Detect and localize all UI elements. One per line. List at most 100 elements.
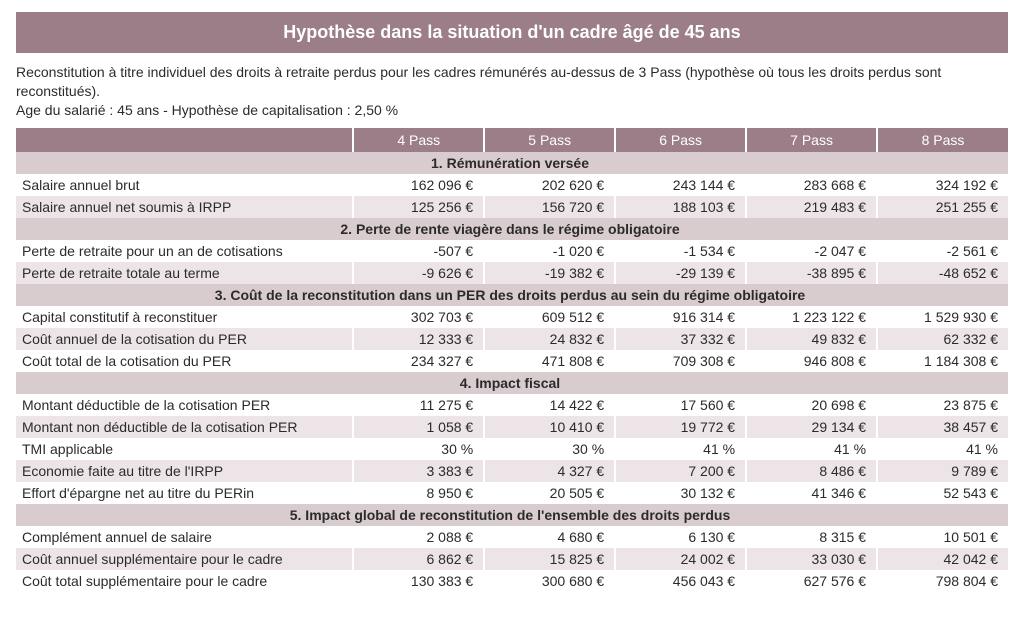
cell-value: 17 560 € (615, 394, 746, 416)
cell-value: 42 042 € (877, 548, 1008, 570)
cell-value: 202 620 € (484, 174, 615, 196)
cell-value: 62 332 € (877, 328, 1008, 350)
table-row: Capital constitutif à reconstituer302 70… (16, 306, 1008, 328)
cell-value: 219 483 € (746, 196, 877, 218)
cell-value: 7 200 € (615, 460, 746, 482)
section-header-row: 2. Perte de rente viagère dans le régime… (16, 218, 1008, 240)
cell-value: 300 680 € (484, 570, 615, 592)
cell-value: 1 223 122 € (746, 306, 877, 328)
cell-value: 627 576 € (746, 570, 877, 592)
section-heading: 4. Impact fiscal (16, 372, 1008, 394)
section-header-row: 5. Impact global de reconstitution de l'… (16, 504, 1008, 526)
cell-value: 11 275 € (353, 394, 484, 416)
cell-value: 156 720 € (484, 196, 615, 218)
cell-value: 12 333 € (353, 328, 484, 350)
row-label: Complément annuel de salaire (16, 526, 353, 548)
table-row: TMI applicable30 %30 %41 %41 %41 % (16, 438, 1008, 460)
row-label: Salaire annuel net soumis à IRPP (16, 196, 353, 218)
retirement-table: 4 Pass 5 Pass 6 Pass 7 Pass 8 Pass 1. Ré… (16, 128, 1008, 592)
column-header: 6 Pass (615, 128, 746, 152)
cell-value: 33 030 € (746, 548, 877, 570)
section-header-row: 3. Coût de la reconstitution dans un PER… (16, 284, 1008, 306)
cell-value: -2 047 € (746, 240, 877, 262)
section-heading: 1. Rémunération versée (16, 152, 1008, 174)
cell-value: 8 486 € (746, 460, 877, 482)
cell-value: 8 950 € (353, 482, 484, 504)
cell-value: 23 875 € (877, 394, 1008, 416)
cell-value: 234 327 € (353, 350, 484, 372)
cell-value: 30 % (484, 438, 615, 460)
cell-value: 41 % (877, 438, 1008, 460)
cell-value: -29 139 € (615, 262, 746, 284)
cell-value: 4 327 € (484, 460, 615, 482)
cell-value: -1 020 € (484, 240, 615, 262)
section-heading: 2. Perte de rente viagère dans le régime… (16, 218, 1008, 240)
cell-value: 2 088 € (353, 526, 484, 548)
cell-value: 6 130 € (615, 526, 746, 548)
cell-value: 30 % (353, 438, 484, 460)
table-row: Perte de retraite totale au terme-9 626 … (16, 262, 1008, 284)
cell-value: 3 383 € (353, 460, 484, 482)
cell-value: -507 € (353, 240, 484, 262)
column-header: 4 Pass (353, 128, 484, 152)
cell-value: 37 332 € (615, 328, 746, 350)
cell-value: 251 255 € (877, 196, 1008, 218)
cell-value: 162 096 € (353, 174, 484, 196)
cell-value: 24 832 € (484, 328, 615, 350)
cell-value: -19 382 € (484, 262, 615, 284)
table-row: Perte de retraite pour un an de cotisati… (16, 240, 1008, 262)
cell-value: 1 184 308 € (877, 350, 1008, 372)
cell-value: 10 501 € (877, 526, 1008, 548)
cell-value: 130 383 € (353, 570, 484, 592)
section-header-row: 1. Rémunération versée (16, 152, 1008, 174)
cell-value: 24 002 € (615, 548, 746, 570)
cell-value: 302 703 € (353, 306, 484, 328)
column-header: 8 Pass (877, 128, 1008, 152)
row-label: Perte de retraite pour un an de cotisati… (16, 240, 353, 262)
column-header-row: 4 Pass 5 Pass 6 Pass 7 Pass 8 Pass (16, 128, 1008, 152)
cell-value: -38 895 € (746, 262, 877, 284)
cell-value: 8 315 € (746, 526, 877, 548)
cell-value: -2 561 € (877, 240, 1008, 262)
table-row: Complément annuel de salaire2 088 €4 680… (16, 526, 1008, 548)
cell-value: 4 680 € (484, 526, 615, 548)
cell-value: 30 132 € (615, 482, 746, 504)
table-row: Coût total de la cotisation du PER234 32… (16, 350, 1008, 372)
section-header-row: 4. Impact fiscal (16, 372, 1008, 394)
cell-value: 916 314 € (615, 306, 746, 328)
table-row: Coût annuel supplémentaire pour le cadre… (16, 548, 1008, 570)
cell-value: 709 308 € (615, 350, 746, 372)
row-label: Montant non déductible de la cotisation … (16, 416, 353, 438)
cell-value: 798 804 € (877, 570, 1008, 592)
row-label: Coût annuel de la cotisation du PER (16, 328, 353, 350)
cell-value: 52 543 € (877, 482, 1008, 504)
table-row: Coût annuel de la cotisation du PER12 33… (16, 328, 1008, 350)
table-row: Montant non déductible de la cotisation … (16, 416, 1008, 438)
row-label: Coût total de la cotisation du PER (16, 350, 353, 372)
row-label: TMI applicable (16, 438, 353, 460)
cell-value: 324 192 € (877, 174, 1008, 196)
cell-value: 609 512 € (484, 306, 615, 328)
cell-value: 41 % (746, 438, 877, 460)
cell-value: 9 789 € (877, 460, 1008, 482)
row-label: Capital constitutif à reconstituer (16, 306, 353, 328)
cell-value: 19 772 € (615, 416, 746, 438)
row-label: Economie faite au titre de l'IRPP (16, 460, 353, 482)
cell-value: 1 058 € (353, 416, 484, 438)
row-label: Perte de retraite totale au terme (16, 262, 353, 284)
cell-value: 1 529 930 € (877, 306, 1008, 328)
section-heading: 5. Impact global de reconstitution de l'… (16, 504, 1008, 526)
cell-value: 456 043 € (615, 570, 746, 592)
cell-value: 946 808 € (746, 350, 877, 372)
column-header-blank (16, 128, 353, 152)
intro-line-2: Age du salarié : 45 ans - Hypothèse de c… (16, 102, 398, 118)
table-row: Salaire annuel brut162 096 €202 620 €243… (16, 174, 1008, 196)
table-row: Salaire annuel net soumis à IRPP125 256 … (16, 196, 1008, 218)
page-title: Hypothèse dans la situation d'un cadre â… (16, 12, 1008, 53)
cell-value: 29 134 € (746, 416, 877, 438)
cell-value: 38 457 € (877, 416, 1008, 438)
column-header: 5 Pass (484, 128, 615, 152)
table-row: Economie faite au titre de l'IRPP3 383 €… (16, 460, 1008, 482)
cell-value: 6 862 € (353, 548, 484, 570)
table-row: Coût total supplémentaire pour le cadre1… (16, 570, 1008, 592)
